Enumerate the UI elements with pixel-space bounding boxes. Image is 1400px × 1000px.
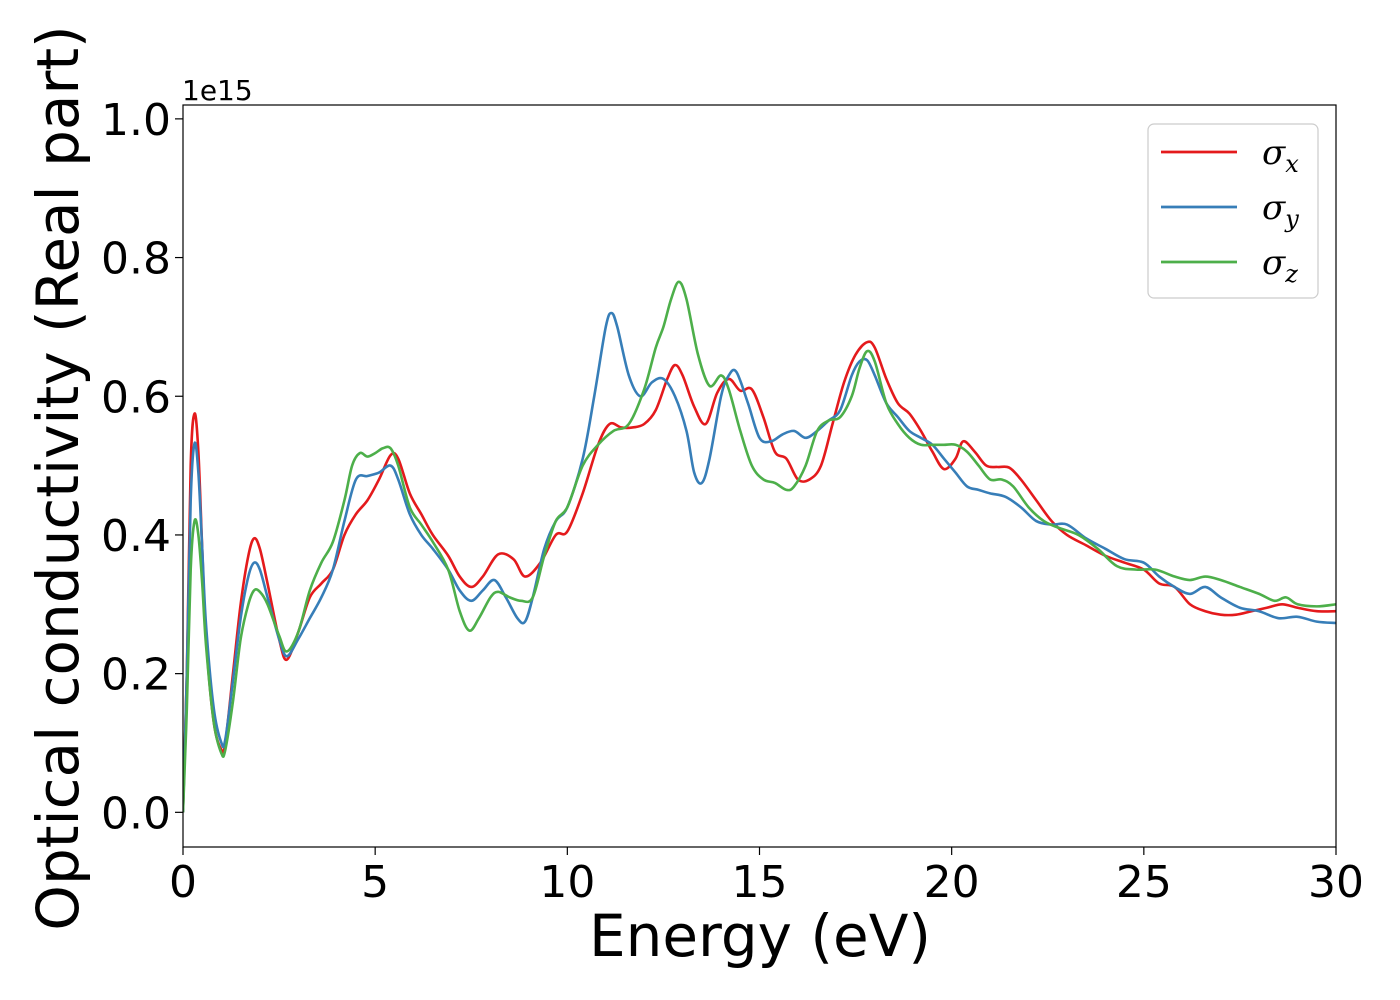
x-tick-label: 5 <box>361 857 389 908</box>
x-tick-label: 25 <box>1116 857 1172 908</box>
legend-label-sigma-y: σy <box>1262 188 1299 233</box>
legend-subscript: y <box>1284 205 1299 233</box>
y-tick-label: 0.4 <box>101 511 171 562</box>
y-tick-label: 0.2 <box>101 650 171 701</box>
series-line-sigma-z <box>183 280 1336 813</box>
legend-label-sigma-x: σx <box>1262 133 1299 178</box>
legend-symbol: σ <box>1262 133 1286 173</box>
y-axis-title: Optical conductivity (Real part) <box>24 25 92 930</box>
legend-subscript: z <box>1284 260 1298 288</box>
series-line-sigma-x <box>183 340 1336 813</box>
y-tick-label: 0.8 <box>101 234 171 285</box>
y-tick-label: 1.0 <box>101 95 171 146</box>
x-tick-label: 0 <box>169 857 197 908</box>
y-tick-label: 0.6 <box>101 372 171 423</box>
y-axis-offset-label: 1e15 <box>182 74 253 107</box>
series-layer <box>183 280 1336 813</box>
legend-subscript: x <box>1285 150 1299 178</box>
x-tick-label: 20 <box>924 857 980 908</box>
y-axis: 0.0 0.2 0.4 0.6 0.8 1.0 <box>101 95 183 839</box>
legend-symbol: σ <box>1262 188 1286 228</box>
x-axis-title: Energy (eV) <box>589 902 931 970</box>
legend-label-sigma-z: σz <box>1262 243 1298 288</box>
legend-symbol: σ <box>1262 243 1286 283</box>
x-tick-label: 10 <box>539 857 595 908</box>
y-tick-label: 0.0 <box>101 788 171 839</box>
legend-box <box>1147 123 1319 299</box>
x-tick-label: 30 <box>1308 857 1364 908</box>
x-tick-label: 15 <box>732 857 788 908</box>
x-axis: 0 5 10 15 20 25 30 <box>169 847 1364 908</box>
